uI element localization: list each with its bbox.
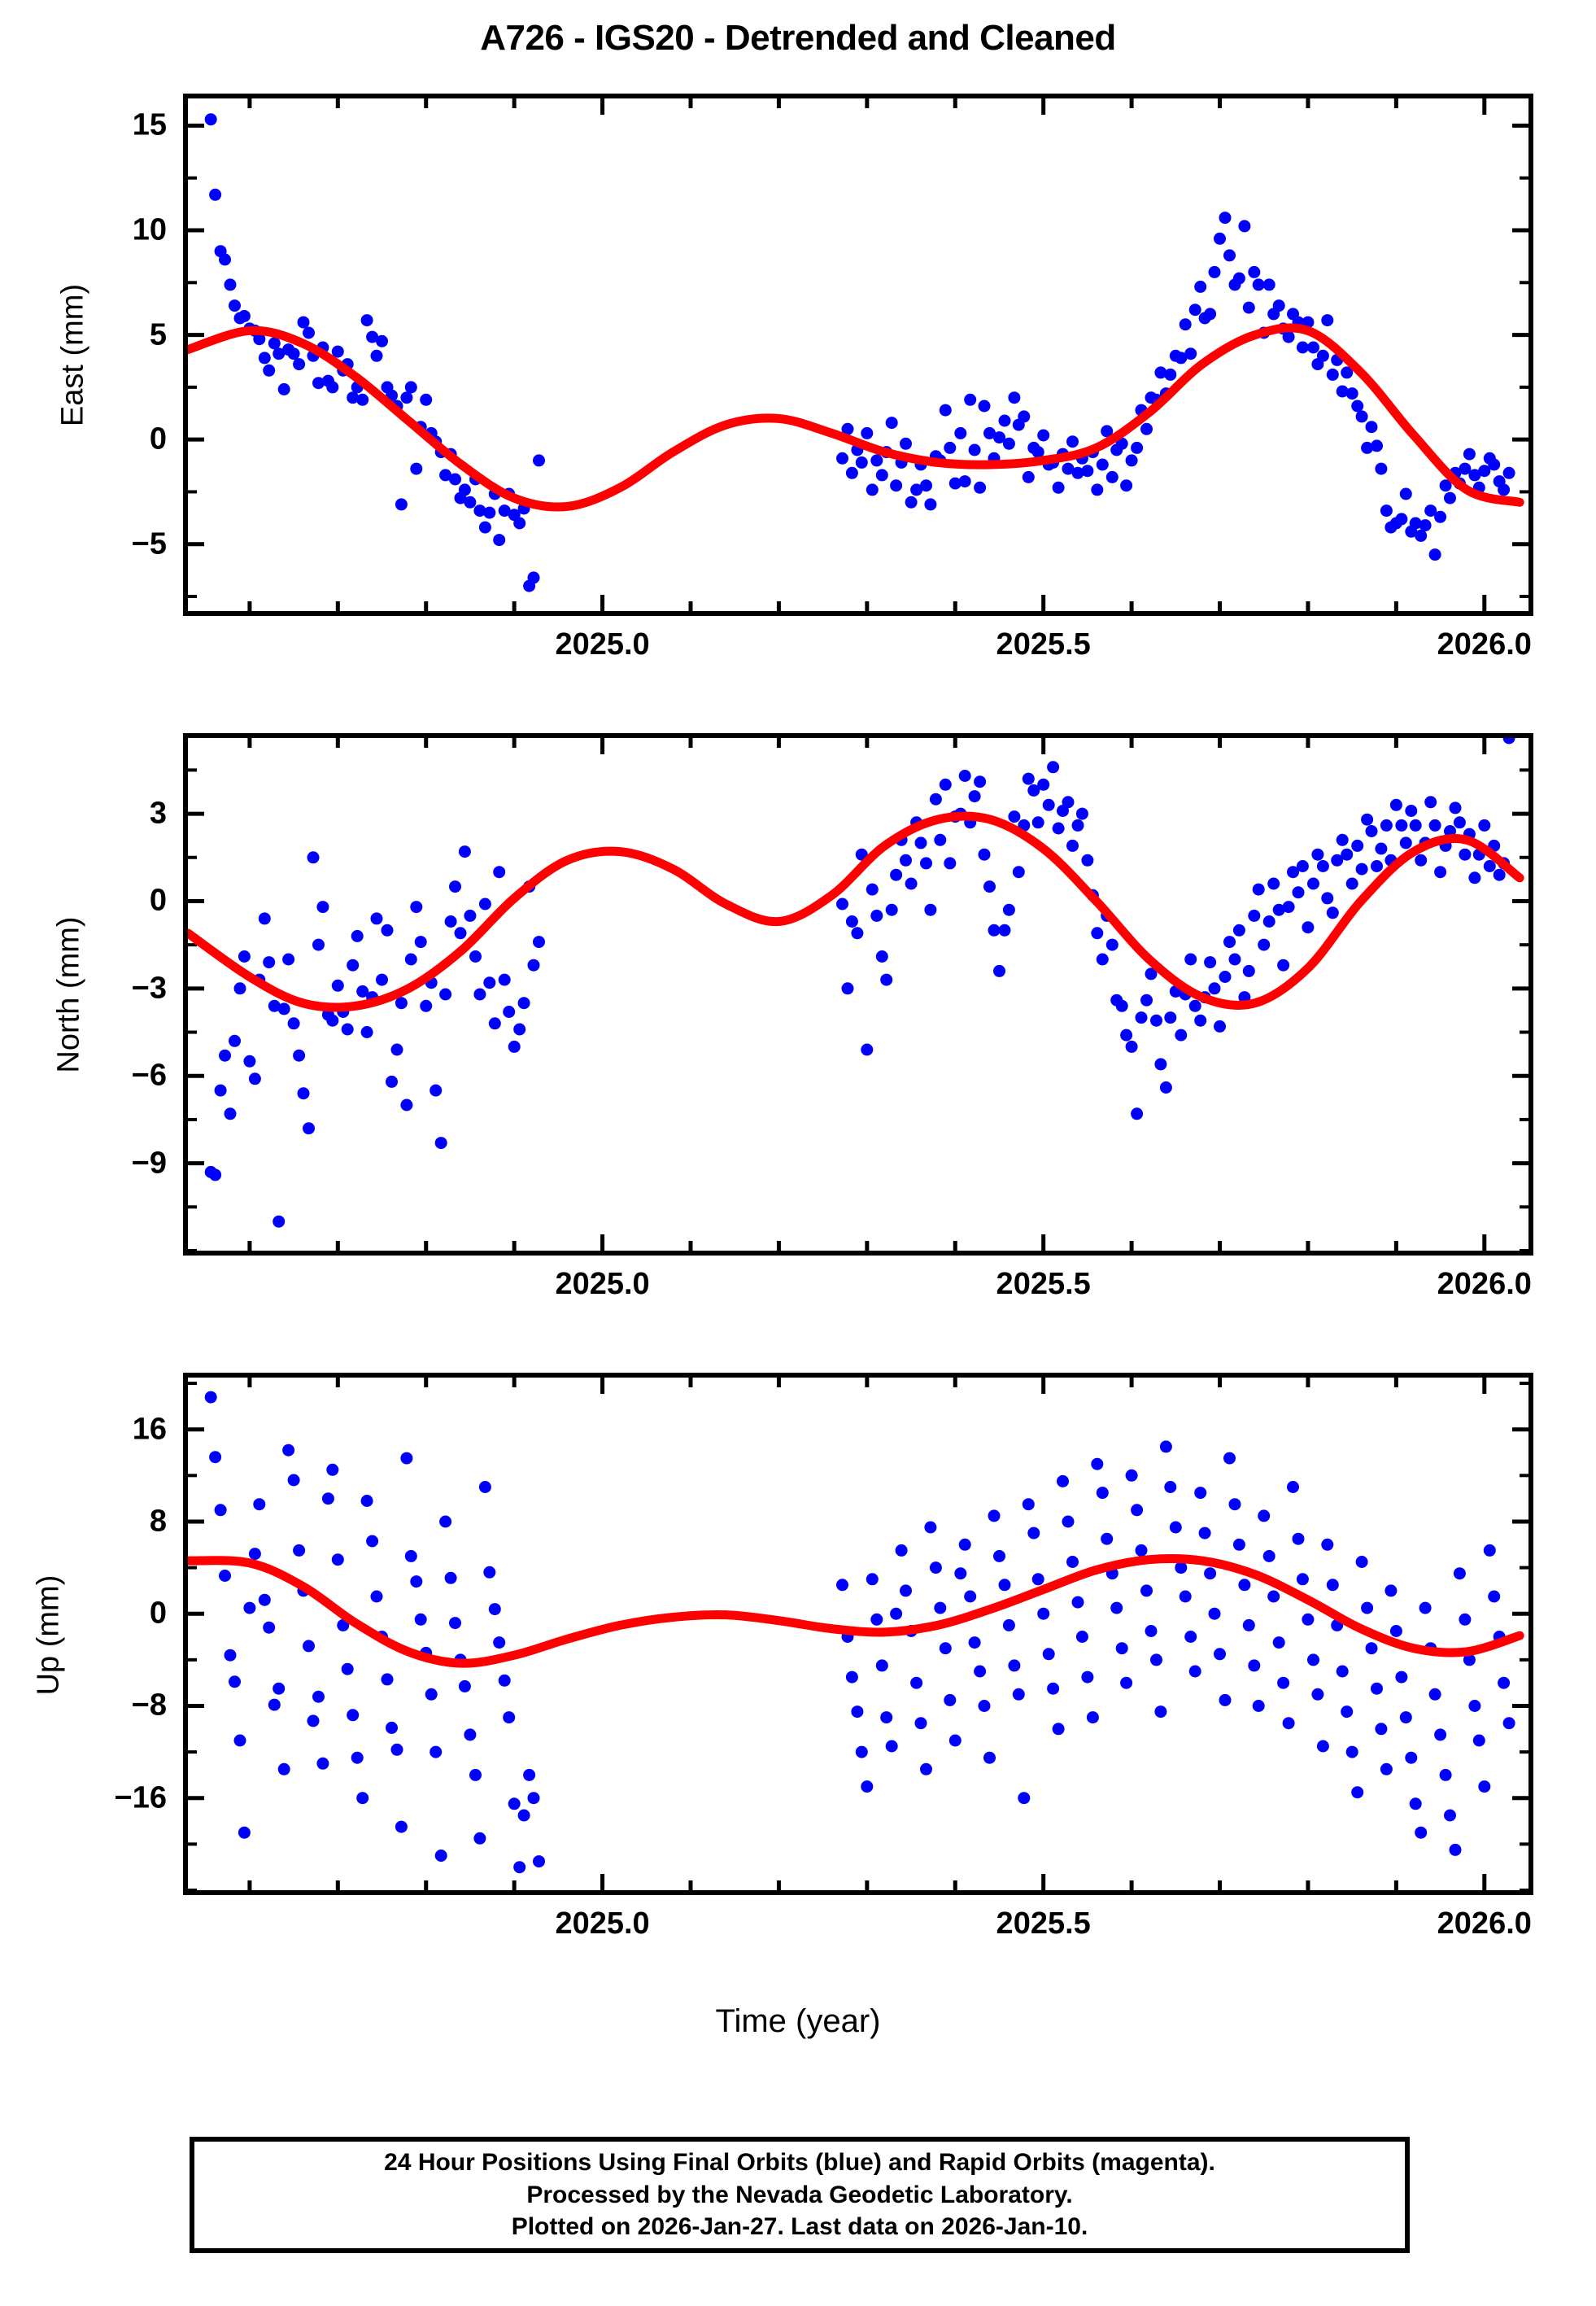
ytick-label-up-1: 8 <box>149 1504 167 1539</box>
xtick-label-up-0: 2025.0 <box>555 1906 650 1941</box>
ytick-label-up-3: −8 <box>131 1688 167 1723</box>
ytick-label-north-0: 3 <box>149 796 167 831</box>
xtick-label-north-2: 2026.0 <box>1437 1267 1532 1301</box>
xtick-label-north-1: 2025.5 <box>996 1267 1091 1301</box>
ytick-label-up-0: 16 <box>132 1412 167 1447</box>
caption-line-2: Processed by the Nevada Geodetic Laborat… <box>526 2181 1073 2208</box>
ytick-label-east-4: −5 <box>131 526 167 561</box>
axis-label-time: Time (year) <box>715 2003 881 2039</box>
plot-canvas-east <box>188 98 1528 611</box>
xtick-label-up-2: 2026.0 <box>1437 1906 1532 1941</box>
xtick-label-east-1: 2025.5 <box>996 627 1091 662</box>
ytick-label-east-1: 10 <box>132 212 167 247</box>
ytick-label-north-3: −6 <box>131 1058 167 1093</box>
xtick-label-north-0: 2025.0 <box>555 1267 650 1301</box>
caption-box: 24 Hour Positions Using Final Orbits (bl… <box>190 2137 1410 2253</box>
ytick-label-north-2: −3 <box>131 971 167 1006</box>
xtick-label-up-1: 2025.5 <box>996 1906 1091 1941</box>
ytick-label-east-2: 5 <box>149 317 167 352</box>
caption-line-1: 24 Hour Positions Using Final Orbits (bl… <box>384 2149 1215 2177</box>
ytick-label-north-4: −9 <box>131 1146 167 1181</box>
plot-canvas-up <box>188 1378 1528 1890</box>
plot-area-up <box>183 1373 1533 1895</box>
ytick-label-east-3: 0 <box>149 421 167 456</box>
caption-line-3: Plotted on 2026-Jan-27. Last data on 202… <box>511 2213 1088 2241</box>
xtick-label-east-0: 2025.0 <box>555 627 650 662</box>
page-title: A726 - IGS20 - Detrended and Cleaned <box>480 18 1116 58</box>
ytick-label-north-1: 0 <box>149 883 167 918</box>
plot-area-east <box>183 94 1533 616</box>
xtick-label-east-2: 2026.0 <box>1437 627 1532 662</box>
plot-area-north <box>183 733 1533 1256</box>
ytick-label-up-2: 0 <box>149 1596 167 1631</box>
plot-canvas-north <box>188 738 1528 1251</box>
ytick-label-up-4: −16 <box>114 1780 167 1815</box>
ytick-label-east-0: 15 <box>132 107 167 142</box>
